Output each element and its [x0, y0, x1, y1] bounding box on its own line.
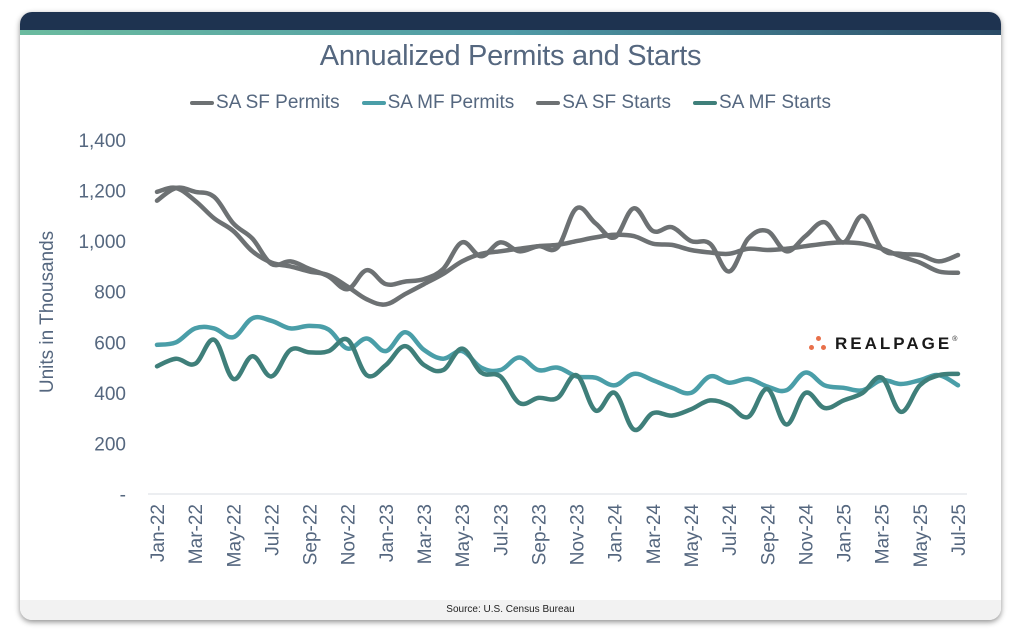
- legend-swatch: [361, 101, 386, 105]
- x-tick-label: Mar-22: [186, 504, 207, 564]
- chart-title: Annualized Permits and Starts: [319, 40, 702, 72]
- legend-swatch: [693, 101, 718, 105]
- x-tick-label: Nov-22: [339, 504, 360, 565]
- x-tick-label: Sep-22: [301, 504, 322, 565]
- x-tick-label: May-25: [911, 504, 932, 567]
- realpage-dots-icon: [809, 336, 829, 352]
- header-bar: [20, 12, 1001, 30]
- chart-card: Annualized Permits and Starts SA SF Perm…: [20, 12, 1001, 620]
- x-tick-label: May-22: [224, 504, 245, 567]
- y-tick-label: 1,200: [78, 182, 126, 203]
- chart-legend: SA SF Permits SA MF Permits SA SF Starts SA…: [20, 92, 1001, 114]
- x-tick-label: Nov-24: [796, 504, 817, 566]
- x-tick-label: Jan-25: [835, 504, 856, 562]
- legend-item: SA SF Starts: [536, 92, 671, 114]
- y-tick-label: 600: [94, 333, 126, 354]
- registered-mark: ®: [952, 335, 958, 343]
- legend-swatch: [190, 101, 215, 105]
- x-tick-label: Mar-23: [415, 504, 436, 564]
- x-tick-label: May-23: [453, 504, 474, 567]
- x-tick-label: Jan-23: [377, 504, 398, 562]
- series-line-sa-mf-starts: [154, 336, 961, 433]
- x-tick-label: Mar-24: [644, 504, 665, 565]
- y-tick-label: 1,400: [78, 131, 126, 152]
- realpage-logo: REALPAGE ®: [809, 334, 957, 354]
- y-tick-label: -: [120, 485, 126, 506]
- x-tick-label: Nov-23: [568, 504, 589, 565]
- y-tick-label: 400: [94, 384, 126, 405]
- legend-swatch: [536, 101, 561, 105]
- accent-gradient-bar: [20, 30, 1001, 35]
- legend-item: SA MF Starts: [693, 92, 831, 114]
- series-line-sa-mf-permits: [154, 314, 961, 396]
- x-tick-label: Jan-22: [148, 504, 169, 562]
- x-tick-label: Sep-24: [758, 504, 779, 566]
- y-tick-label: 800: [94, 283, 126, 304]
- logo-text: REALPAGE: [835, 334, 953, 353]
- source-footer: Source: U.S. Census Bureau: [20, 600, 1001, 620]
- legend-item: SA MF Permits: [361, 92, 515, 114]
- legend-label: SA MF Permits: [387, 92, 515, 113]
- y-tick-label: 1,000: [78, 232, 126, 253]
- legend-label: SA SF Starts: [562, 92, 672, 113]
- legend-label: SA MF Starts: [719, 92, 831, 113]
- legend-label: SA SF Permits: [216, 92, 340, 113]
- legend-item: SA SF Permits: [190, 92, 340, 114]
- x-tick-label: Jul-23: [491, 504, 512, 556]
- x-tick-label: Jul-22: [262, 504, 283, 556]
- series-line-sa-sf-starts: [154, 185, 961, 292]
- x-tick-label: Mar-25: [873, 504, 894, 564]
- x-tick-label: Jan-24: [606, 504, 627, 563]
- x-tick-label: Jul-24: [720, 504, 741, 556]
- x-tick-label: Sep-23: [529, 504, 550, 565]
- y-tick-label: 200: [94, 434, 126, 455]
- x-tick-label: May-24: [682, 504, 703, 568]
- y-axis-title: Units in Thousands: [37, 231, 58, 393]
- x-tick-label: Jul-25: [949, 504, 970, 556]
